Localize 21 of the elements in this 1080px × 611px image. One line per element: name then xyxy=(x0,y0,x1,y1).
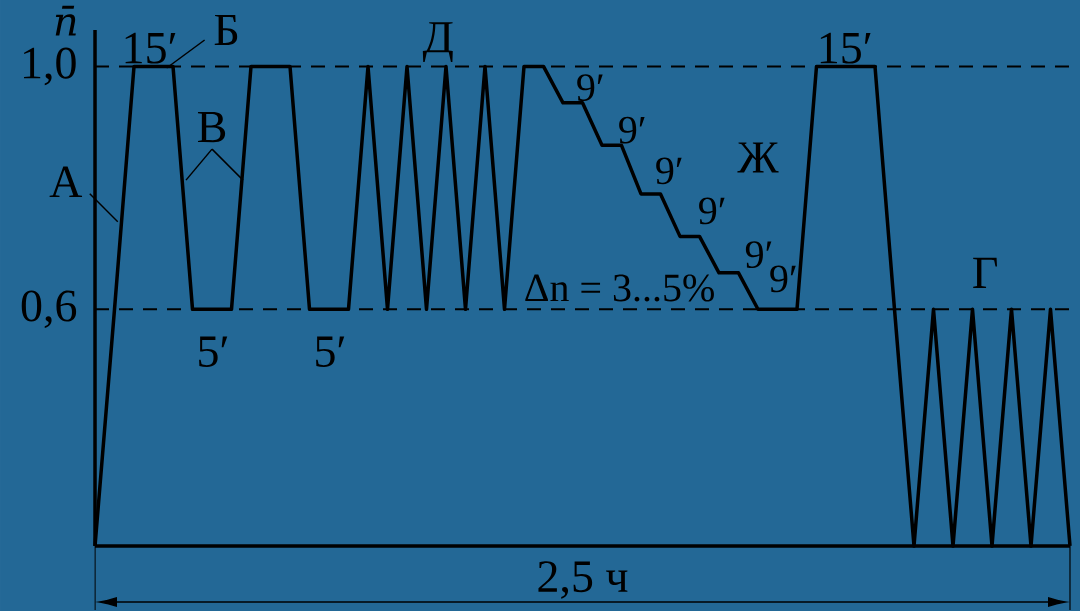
annotation: 9′ xyxy=(656,157,682,185)
y-tick-label: 1,0 xyxy=(24,47,76,86)
annotation: 15′ xyxy=(820,32,871,64)
annotation: 9′ xyxy=(745,241,772,269)
x-axis-title: 2,5 ч xyxy=(538,561,628,599)
annotation: 9′ xyxy=(770,265,796,293)
y-tick-label: 0,6 xyxy=(21,290,77,329)
annotation: 9′ xyxy=(619,116,645,144)
text: А xyxy=(49,166,83,197)
annotation: 5′ xyxy=(316,336,345,368)
annotation: Д xyxy=(422,22,453,63)
annotation: 15′ xyxy=(125,32,176,64)
annotation: 5′ xyxy=(199,336,228,368)
annotation: В xyxy=(197,112,226,143)
annotation: Г xyxy=(973,257,997,288)
annotation: 9′ xyxy=(699,197,725,225)
annotation: Ж xyxy=(737,142,779,173)
annotation: Б xyxy=(214,14,238,46)
y-axis-title: n̄ xyxy=(55,5,76,36)
annotation: 9′ xyxy=(577,74,603,102)
annotation: Δn = 3...5% xyxy=(525,274,714,302)
